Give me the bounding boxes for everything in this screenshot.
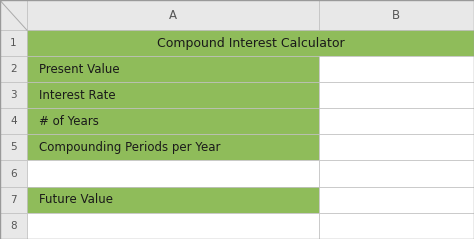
Text: 6: 6 [10, 168, 17, 179]
Bar [27, 56, 319, 82]
Text: 7: 7 [10, 195, 17, 205]
Bar [27, 186, 319, 213]
Text: Interest Rate: Interest Rate [39, 89, 115, 102]
Bar [319, 82, 474, 109]
Text: Future Value: Future Value [39, 193, 113, 206]
Bar [0, 0, 27, 30]
Text: A: A [169, 9, 177, 22]
Bar [27, 134, 319, 161]
Bar [319, 186, 474, 213]
Bar [27, 109, 319, 134]
Bar [27, 30, 474, 56]
Bar [319, 213, 474, 239]
Bar [319, 56, 474, 82]
Text: # of Years: # of Years [39, 115, 99, 128]
Bar [0, 30, 27, 56]
Text: 2: 2 [10, 64, 17, 74]
Bar [0, 161, 27, 186]
Bar [0, 186, 27, 213]
Text: 5: 5 [10, 142, 17, 152]
Bar [27, 0, 319, 30]
Text: Present Value: Present Value [39, 63, 119, 76]
Bar [319, 134, 474, 161]
Bar [0, 134, 27, 161]
Bar [319, 161, 474, 186]
Bar [0, 109, 27, 134]
Bar [319, 0, 474, 30]
Bar [0, 82, 27, 109]
Bar [319, 109, 474, 134]
Text: Compounding Periods per Year: Compounding Periods per Year [39, 141, 220, 154]
Text: 3: 3 [10, 90, 17, 100]
Text: B: B [392, 9, 401, 22]
Bar [27, 213, 319, 239]
Bar [0, 213, 27, 239]
Bar [0, 56, 27, 82]
Bar [27, 161, 319, 186]
Text: 1: 1 [10, 38, 17, 48]
Bar [27, 82, 319, 109]
Text: 8: 8 [10, 221, 17, 231]
Text: Compound Interest Calculator: Compound Interest Calculator [157, 37, 344, 50]
Text: 4: 4 [10, 116, 17, 126]
